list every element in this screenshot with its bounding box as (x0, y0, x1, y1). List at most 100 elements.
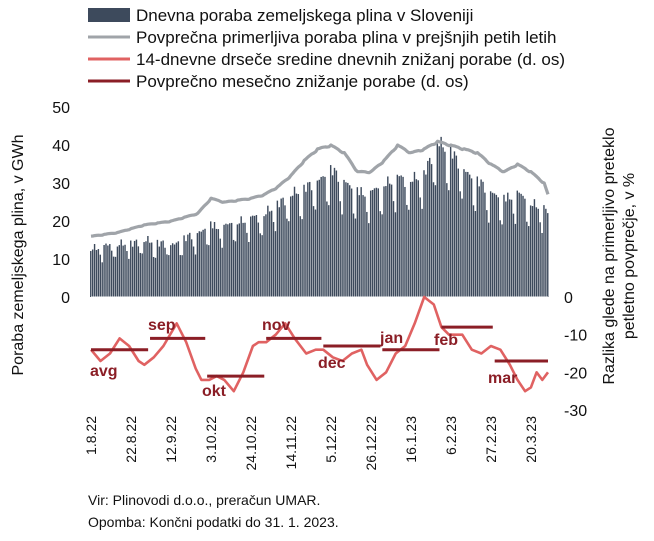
bar-day-37 (160, 241, 162, 297)
bar-day-240 (547, 213, 549, 297)
bar-day-226 (520, 193, 522, 297)
bar-day-126 (329, 165, 332, 297)
bar-day-85 (251, 215, 254, 297)
bar-day-123 (324, 176, 326, 297)
bar-day-122 (322, 176, 324, 297)
bar-day-225 (518, 192, 520, 297)
bar-day-210 (489, 191, 492, 297)
bar-day-174 (421, 208, 423, 297)
x-tick-2: 12.9.22 (163, 416, 179, 463)
bar-day-32 (150, 242, 153, 297)
bar-day-188 (448, 190, 450, 297)
bar-day-55 (194, 254, 197, 297)
bar-day-196 (463, 169, 465, 297)
bar-day-103 (286, 218, 288, 297)
bar-day-0 (90, 251, 92, 297)
bar-day-208 (486, 210, 488, 297)
bar-day-193 (457, 168, 459, 297)
right-tick--20: -20 (564, 365, 587, 382)
bar-day-97 (274, 231, 277, 297)
right-tick-0: 0 (564, 290, 573, 307)
bar-day-65 (213, 221, 216, 297)
left-axis-title: Poraba zemeljskega plina, v GWh (10, 135, 27, 376)
bar-day-212 (493, 193, 496, 297)
bar-day-157 (389, 183, 391, 297)
bar-day-114 (307, 182, 309, 297)
x-tick-3: 3.10.22 (203, 416, 219, 463)
month-label-sep: sep (148, 317, 176, 334)
right-tick--10: -10 (564, 328, 587, 345)
bar-day-84 (250, 216, 252, 297)
bar-day-140 (356, 187, 359, 297)
bar-day-95 (270, 210, 273, 297)
bar-day-139 (354, 218, 357, 297)
bar-day-19 (126, 251, 128, 297)
bar-day-184 (440, 136, 442, 297)
bar-day-234 (535, 207, 538, 297)
bar-day-164 (402, 176, 404, 297)
bar-day-94 (269, 211, 271, 297)
monthly-average-steps: avg sep okt nov dec jan feb mar (90, 317, 548, 400)
bar-day-62 (208, 245, 210, 297)
bar-day-26 (139, 252, 141, 297)
bar-day-199 (468, 174, 471, 297)
bar-day-153 (381, 214, 383, 297)
bar-day-216 (501, 224, 503, 297)
bar-day-131 (339, 201, 341, 297)
left-tick-50: 50 (52, 100, 70, 117)
bar-day-231 (529, 205, 532, 297)
bar-day-144 (364, 196, 366, 297)
bar-day-90 (261, 235, 263, 297)
bar-day-211 (491, 192, 494, 297)
bar-day-146 (368, 223, 370, 297)
bar-day-44 (173, 244, 176, 297)
bar-day-53 (190, 239, 193, 297)
x-tick-7: 26.12.22 (363, 416, 379, 471)
bar-day-237 (541, 232, 543, 297)
bar-day-38 (162, 240, 164, 297)
bar-day-96 (272, 222, 275, 297)
legend-swatch-0 (88, 8, 130, 22)
bar-day-9 (107, 245, 109, 297)
bar-day-197 (465, 171, 467, 297)
right-axis-ticks: 0 -10 -20 -30 (564, 290, 587, 420)
bar-day-134 (345, 182, 347, 297)
source-note: Vir: Plinovodi d.o.o., preračun UMAR. (88, 492, 321, 508)
bar-day-194 (459, 191, 461, 297)
bar-day-190 (451, 158, 454, 297)
bar-day-161 (396, 174, 399, 297)
bar-day-80 (242, 222, 244, 297)
bar-day-93 (267, 205, 269, 297)
bar-day-68 (219, 238, 221, 297)
bar-day-87 (255, 215, 258, 297)
right-tick--30: -30 (564, 403, 587, 420)
x-tick-9: 6.2.23 (443, 416, 459, 455)
bar-day-21 (130, 240, 132, 297)
bar-day-214 (497, 197, 499, 297)
bar-day-79 (240, 216, 242, 297)
bar-day-115 (309, 181, 311, 297)
bar-day-89 (259, 233, 261, 297)
bar-day-49 (183, 235, 185, 297)
five-year-average-line (90, 139, 550, 238)
bar-day-148 (371, 190, 374, 297)
bar-day-112 (303, 184, 305, 297)
bar-day-74 (230, 222, 233, 297)
bar-day-120 (318, 179, 320, 297)
bar-day-60 (204, 228, 206, 297)
bar-day-22 (131, 246, 134, 297)
bar-day-107 (293, 186, 296, 297)
bar-day-181 (434, 185, 437, 297)
bar-day-11 (110, 250, 113, 297)
bar-day-160 (394, 212, 397, 297)
bar-day-24 (135, 239, 138, 297)
bar-day-141 (358, 195, 360, 297)
bar-day-56 (196, 233, 199, 297)
bar-day-167 (408, 209, 410, 297)
bar-day-218 (505, 201, 507, 297)
month-label-nov: nov (262, 317, 291, 334)
bar-day-128 (333, 167, 336, 297)
bar-day-81 (244, 222, 246, 297)
bar-day-220 (508, 199, 511, 297)
